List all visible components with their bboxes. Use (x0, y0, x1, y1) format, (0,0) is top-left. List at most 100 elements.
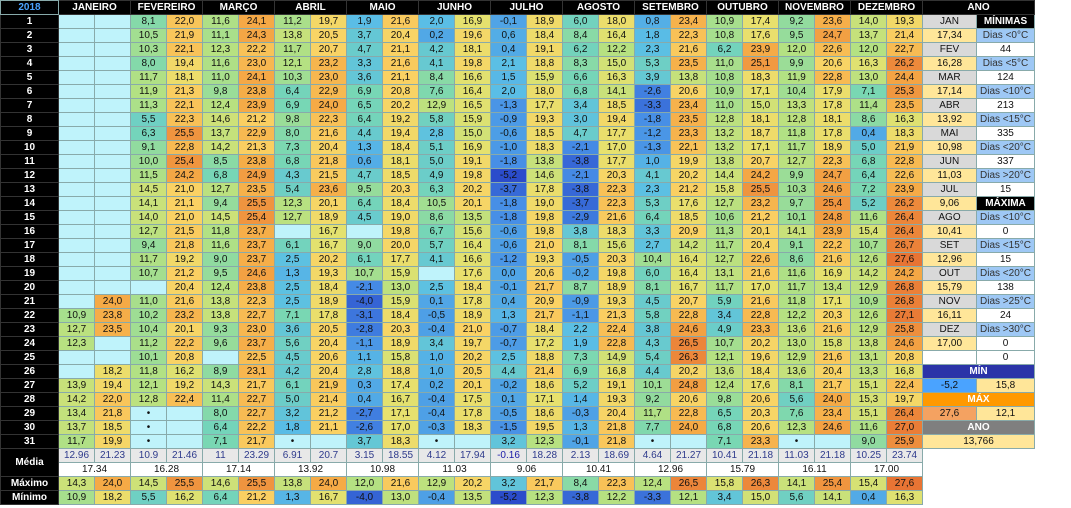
temperature-cell[interactable]: 23,3 (670, 126, 707, 141)
temperature-cell[interactable]: 27,6 (886, 476, 923, 491)
temperature-cell[interactable]: 8,0 (202, 406, 239, 421)
temperature-cell[interactable]: 21,2 (742, 210, 779, 225)
temperature-cell[interactable] (58, 140, 95, 155)
temperature-cell[interactable] (58, 56, 95, 71)
temperature-cell[interactable]: 8,4 (562, 476, 599, 491)
temperature-cell[interactable]: 9,9 (778, 168, 815, 183)
temperature-cell[interactable]: 24,6 (814, 420, 851, 435)
temperature-cell[interactable]: 11,7 (778, 140, 815, 155)
temperature-cell[interactable]: 10,1 (130, 350, 167, 365)
temperature-cell[interactable]: 4,5 (346, 210, 383, 225)
temperature-cell[interactable]: -3,8 (562, 182, 599, 197)
temperature-cell[interactable]: 15,3 (850, 392, 887, 407)
temperature-cell[interactable]: 12,3 (274, 196, 311, 211)
temperature-cell[interactable]: 5,3 (634, 196, 671, 211)
temperature-cell[interactable]: 19,9 (94, 434, 131, 449)
temperature-cell[interactable]: 8,0 (274, 126, 311, 141)
temperature-cell[interactable]: 24,7 (814, 168, 851, 183)
temperature-cell[interactable]: 22,3 (814, 154, 851, 169)
temperature-cell[interactable]: 3,6 (346, 70, 383, 85)
temperature-cell[interactable]: 4,3 (274, 168, 311, 183)
temperature-cell[interactable]: 19,3 (310, 266, 347, 281)
temperature-cell[interactable]: 18,4 (526, 322, 563, 337)
temperature-cell[interactable]: 23,5 (94, 322, 131, 337)
temperature-cell[interactable]: 14,2 (58, 392, 95, 407)
temperature-cell[interactable]: 23,2 (742, 196, 779, 211)
temperature-cell[interactable]: 19,3 (526, 252, 563, 267)
temperature-cell[interactable]: 2,8 (418, 126, 455, 141)
temperature-cell[interactable]: 17,1 (382, 406, 419, 421)
temperature-cell[interactable]: 22,6 (814, 42, 851, 57)
temperature-cell[interactable]: 16,5 (454, 98, 491, 113)
temperature-cell[interactable]: 24,2 (742, 168, 779, 183)
temperature-cell[interactable]: 20,8 (886, 350, 923, 365)
temperature-cell[interactable]: 12,7 (202, 182, 239, 197)
temperature-cell[interactable]: -0,2 (490, 378, 527, 393)
temperature-cell[interactable]: 22,3 (166, 112, 203, 127)
temperature-cell[interactable]: 23,4 (814, 406, 851, 421)
temperature-cell[interactable]: 23,9 (814, 224, 851, 239)
temperature-cell[interactable]: 16,4 (454, 238, 491, 253)
temperature-cell[interactable] (94, 266, 131, 281)
temperature-cell[interactable]: 13,5 (454, 210, 491, 225)
temperature-cell[interactable]: 6,4 (850, 168, 887, 183)
temperature-cell[interactable]: 15,9 (454, 112, 491, 127)
temperature-cell[interactable]: 18,4 (382, 196, 419, 211)
temperature-cell[interactable]: 18,8 (526, 56, 563, 71)
temperature-cell[interactable]: 20,6 (670, 392, 707, 407)
temperature-cell[interactable]: 11,0 (130, 294, 167, 309)
temperature-cell[interactable]: 18,5 (526, 126, 563, 141)
temperature-cell[interactable]: 14,5 (130, 182, 167, 197)
temperature-cell[interactable]: 15,9 (382, 294, 419, 309)
temperature-cell[interactable]: -0,6 (490, 238, 527, 253)
temperature-cell[interactable]: 20,6 (742, 392, 779, 407)
month-header-fevereiro[interactable]: FEVEREIRO (130, 0, 203, 15)
temperature-cell[interactable]: 23,0 (238, 322, 275, 337)
temperature-cell[interactable]: 23,5 (886, 98, 923, 113)
temperature-cell[interactable]: 4,1 (418, 56, 455, 71)
temperature-cell[interactable]: 18,0 (526, 84, 563, 99)
temperature-cell[interactable]: 7,3 (562, 350, 599, 365)
temperature-cell[interactable]: 9,5 (346, 182, 383, 197)
temperature-cell[interactable]: 20,3 (382, 322, 419, 337)
temperature-cell[interactable]: 3,6 (274, 322, 311, 337)
temperature-cell[interactable]: 6,7 (418, 224, 455, 239)
temperature-cell[interactable]: 13,8 (526, 154, 563, 169)
temperature-cell[interactable]: 21,6 (814, 350, 851, 365)
temperature-cell[interactable]: 19,3 (598, 392, 635, 407)
temperature-cell[interactable]: -0,5 (490, 406, 527, 421)
temperature-cell[interactable]: 23,9 (742, 42, 779, 57)
temperature-cell[interactable]: 20,2 (454, 476, 491, 491)
temperature-cell[interactable]: 20,2 (310, 252, 347, 267)
temperature-cell[interactable]: 6,4 (202, 490, 239, 505)
temperature-cell[interactable]: 12,8 (706, 112, 743, 127)
temperature-cell[interactable]: 2,5 (490, 350, 527, 365)
temperature-cell[interactable] (94, 126, 131, 141)
temperature-cell[interactable]: 17,4 (382, 378, 419, 393)
temperature-cell[interactable]: 1,3 (274, 266, 311, 281)
temperature-cell[interactable]: 11,2 (130, 336, 167, 351)
temperature-cell[interactable]: 4,9 (418, 168, 455, 183)
temperature-cell[interactable]: 7,3 (274, 140, 311, 155)
temperature-cell[interactable]: -1,5 (490, 420, 527, 435)
temperature-cell[interactable]: 8,6 (418, 210, 455, 225)
temperature-cell[interactable]: 7,1 (706, 434, 743, 449)
temperature-cell[interactable]: 23,7 (238, 252, 275, 267)
temperature-cell[interactable]: 1,0 (418, 364, 455, 379)
temperature-cell[interactable]: 10,2 (130, 308, 167, 323)
temperature-cell[interactable]: 26,2 (886, 56, 923, 71)
temperature-cell[interactable]: 13,8 (706, 154, 743, 169)
temperature-cell[interactable]: 18,4 (310, 280, 347, 295)
temperature-cell[interactable]: 20,7 (310, 42, 347, 57)
temperature-cell[interactable]: 19,4 (382, 126, 419, 141)
temperature-cell[interactable]: 21,6 (310, 126, 347, 141)
temperature-cell[interactable]: 11,7 (778, 280, 815, 295)
temperature-cell[interactable]: 16,7 (382, 392, 419, 407)
temperature-cell[interactable] (418, 266, 455, 281)
temperature-cell[interactable]: 22,7 (238, 406, 275, 421)
temperature-cell[interactable]: 16,7 (670, 280, 707, 295)
temperature-cell[interactable]: 21,4 (310, 392, 347, 407)
temperature-cell[interactable] (94, 280, 131, 295)
temperature-cell[interactable]: 8,1 (634, 280, 671, 295)
temperature-cell[interactable] (94, 336, 131, 351)
